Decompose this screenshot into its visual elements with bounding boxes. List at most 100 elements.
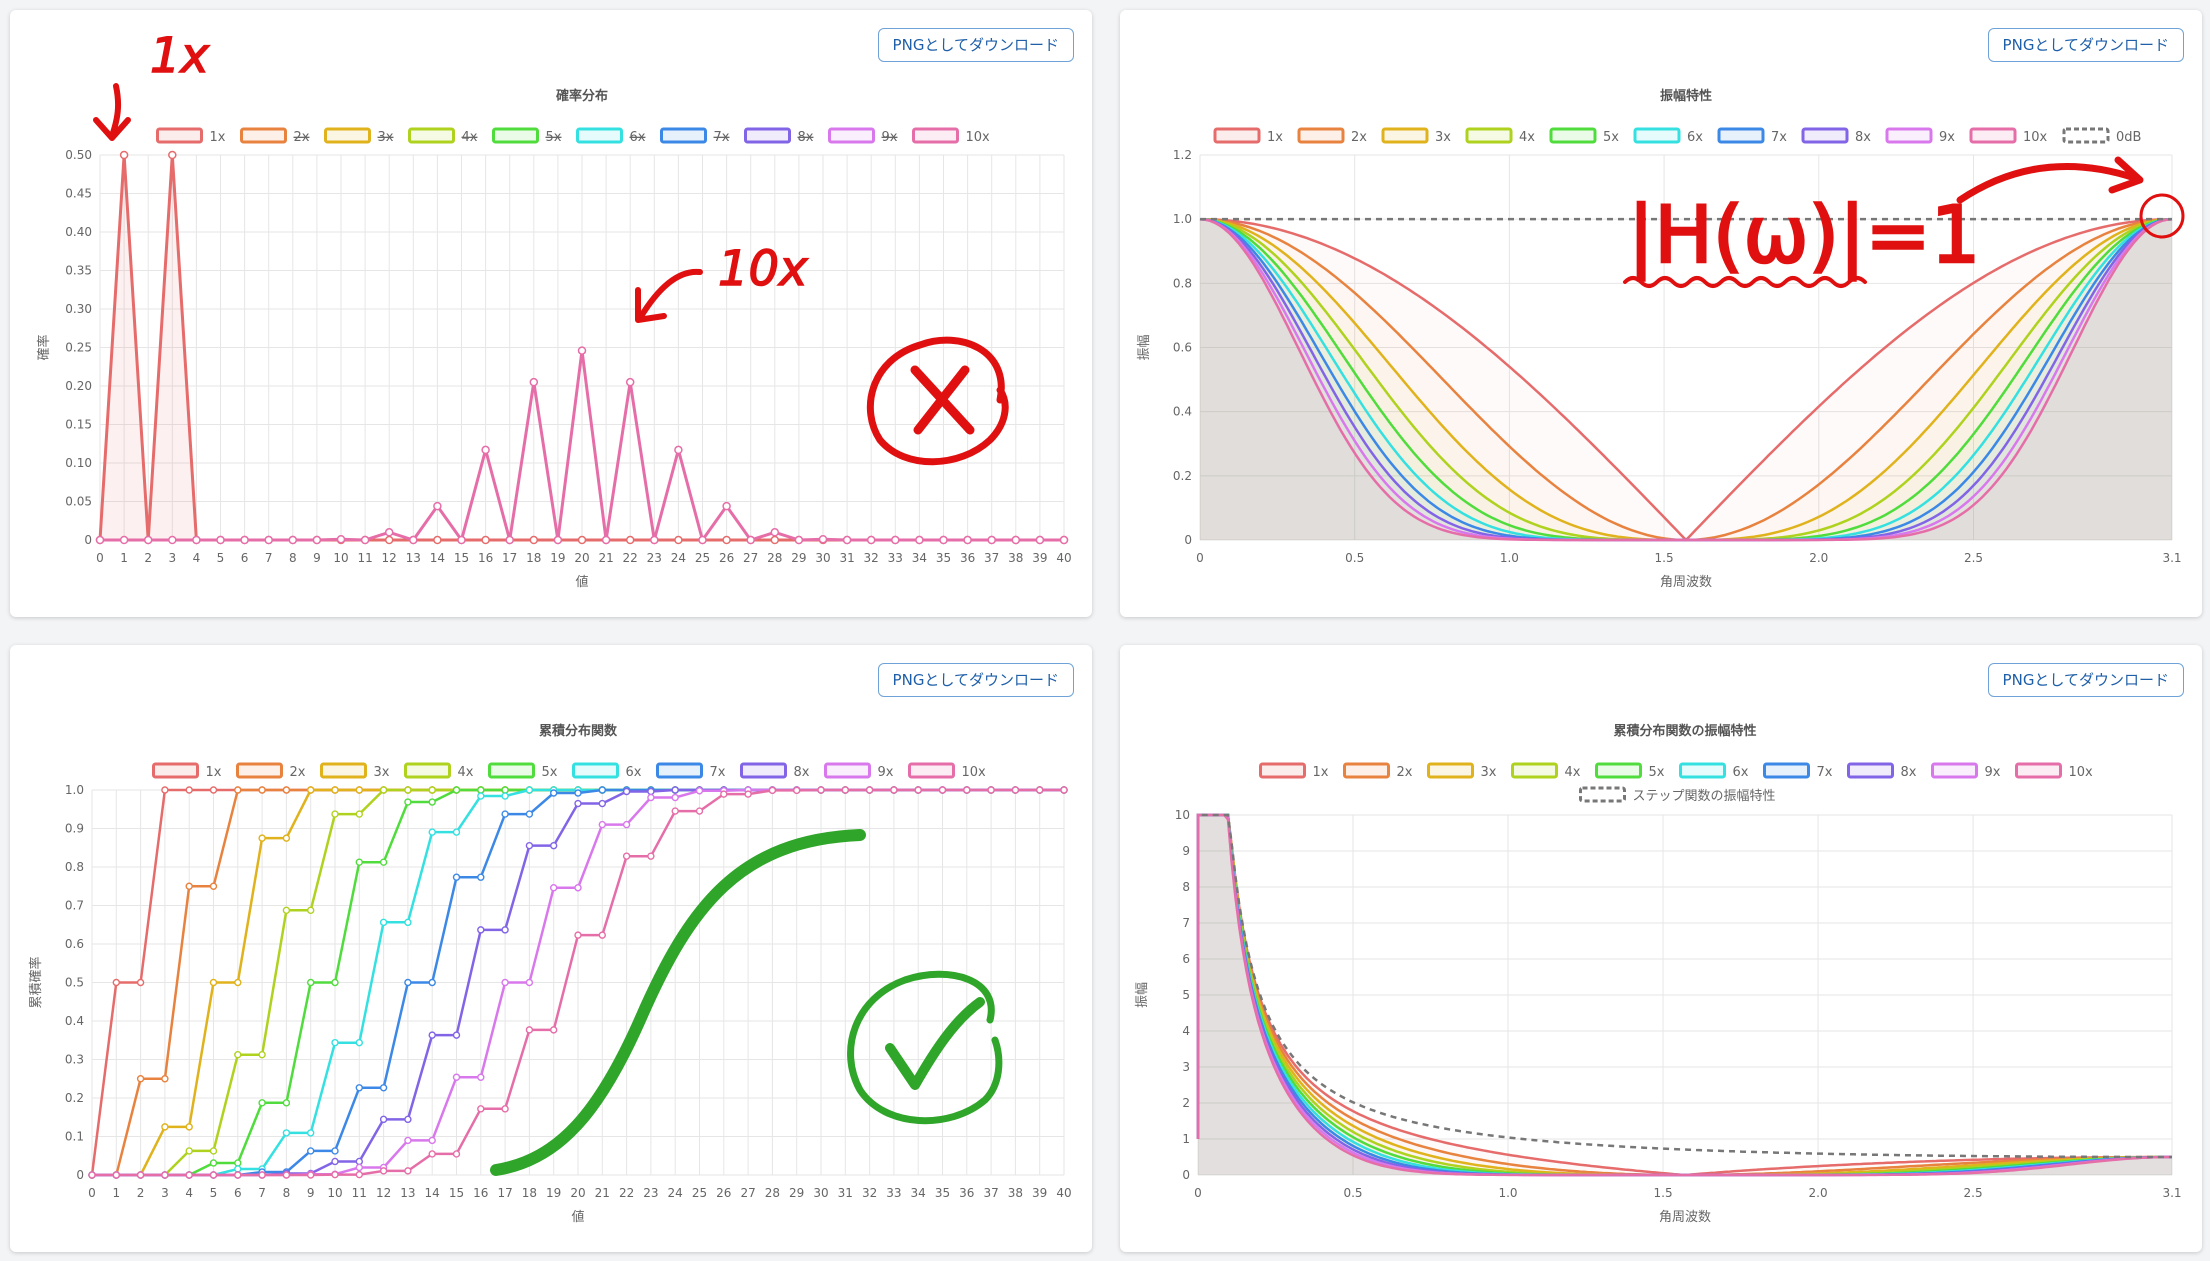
data-point-1x [161, 786, 169, 794]
x-tick-label: 30 [815, 551, 830, 565]
cdf-chart: 累積分布関数 1x 2x 3x 4x 5x 6x 7x 8x 9x 10x 0 0.1 0.2 0.3 0.4… [28, 723, 1072, 1225]
data-point-10x [938, 786, 947, 794]
legend-label: 4x [1519, 130, 1535, 145]
y-tick-label: 1.2 [1173, 148, 1192, 162]
legend-label: 8x [794, 765, 810, 780]
data-point-10x [698, 535, 707, 545]
y-tick-label: 0 [1182, 1168, 1190, 1182]
x-tick-label: 11 [352, 1186, 367, 1200]
data-point-1x [577, 535, 587, 545]
download-png-button[interactable]: PNGとしてダウンロード [877, 663, 1074, 697]
data-point-5x [379, 858, 388, 866]
y-tick-label: 8 [1182, 880, 1190, 894]
y-tick-label: 4 [1182, 1024, 1190, 1038]
y-tick-label: 0.15 [65, 418, 92, 432]
data-point-5x [428, 798, 436, 806]
x-tick-label: 17 [502, 551, 517, 565]
data-point-10x [264, 535, 273, 545]
x-tick-label: 2.0 [1809, 551, 1828, 565]
series-line-10x [1196, 813, 2172, 1177]
data-point-4x [185, 1147, 193, 1155]
data-point-8x [647, 787, 655, 796]
y-axis-label: 振幅 [1137, 334, 1152, 360]
x-tick-label: 6 [234, 1186, 242, 1200]
download-png-button[interactable]: PNGとしてダウンロード [877, 28, 1074, 62]
data-point-10x [746, 535, 755, 545]
data-point-1x [112, 978, 121, 987]
legend-label: 1x [206, 765, 222, 780]
x-tick-label: 22 [619, 1186, 634, 1200]
legend-swatch [1381, 127, 1429, 144]
x-tick-label: 32 [862, 1186, 877, 1200]
x-tick-label: 23 [647, 551, 662, 565]
y-tick-label: 6 [1182, 952, 1190, 966]
x-tick-label: 40 [1056, 1186, 1071, 1200]
data-point-6x [379, 918, 388, 927]
x-axis-label: 角周波数 [1660, 575, 1712, 590]
legend-label: 10x [962, 765, 987, 780]
data-point-10x [841, 786, 849, 794]
y-tick-label: 9 [1182, 844, 1190, 858]
legend-swatch [2062, 127, 2110, 144]
data-point-3x [258, 834, 266, 842]
data-point-10x [312, 535, 322, 545]
data-point-5x [501, 786, 509, 794]
data-point-10x [622, 852, 631, 860]
data-point-10x [288, 535, 298, 545]
data-point-10x [695, 807, 704, 815]
download-png-button[interactable]: PNGとしてダウンロード [1987, 663, 2184, 697]
y-tick-label: 2 [1182, 1096, 1190, 1110]
x-tick-label: 3 [161, 1186, 169, 1200]
legend-label: 3x [378, 130, 394, 145]
download-png-button[interactable]: PNGとしてダウンロード [1987, 28, 2184, 62]
x-tick-label: 0 [1196, 551, 1204, 565]
data-point-9x [647, 793, 655, 802]
x-tick-label: 14 [430, 551, 445, 565]
legend-swatch [1847, 762, 1894, 779]
data-point-10x [384, 528, 394, 537]
legend-label: 5x [1603, 130, 1619, 145]
x-tick-label: 25 [695, 551, 710, 565]
data-point-10x [1035, 786, 1044, 794]
legend-label: 1x [1267, 130, 1283, 145]
x-tick-label: 2 [144, 551, 152, 565]
legend-label: 7x [710, 765, 726, 780]
x-tick-label: 16 [473, 1186, 488, 1200]
data-point-8x [452, 1031, 461, 1039]
x-tick-label: 0 [88, 1186, 96, 1200]
y-tick-label: 0.8 [1173, 276, 1192, 290]
y-tick-label: 0.50 [65, 148, 92, 162]
data-point-4x [404, 786, 412, 794]
data-point-2x [161, 1075, 169, 1083]
data-point-10x [258, 1171, 266, 1179]
legend-label: 1x [210, 130, 226, 145]
data-point-10x [963, 786, 971, 794]
y-tick-label: 0.40 [65, 225, 92, 239]
y-tick-label: 0.45 [65, 187, 92, 201]
data-point-4x [331, 810, 339, 818]
data-point-10x [360, 535, 370, 545]
data-point-5x [355, 858, 363, 866]
data-point-10x [307, 1171, 315, 1179]
data-point-9x [598, 820, 606, 829]
data-point-9x [501, 978, 509, 987]
x-tick-label: 15 [449, 1186, 464, 1200]
data-point-6x [282, 1129, 291, 1137]
data-point-10x [185, 1171, 193, 1179]
data-point-3x [331, 786, 339, 794]
data-point-10x [168, 535, 177, 545]
data-point-3x [282, 834, 291, 842]
chart-card-probability: PNGとしてダウンロード 確率分布 1x 2x 3x 4x 5x 6x 7x 8x 9x 10x 0 0… [10, 10, 1092, 617]
legend-label: 5x [1649, 765, 1665, 780]
y-tick-label: 10 [1175, 808, 1190, 822]
data-point-10x [914, 786, 922, 794]
data-point-7x [452, 873, 461, 881]
x-tick-label: 36 [960, 551, 975, 565]
data-point-1x [770, 535, 780, 545]
legend-swatch [1259, 762, 1306, 779]
data-point-6x [331, 1038, 339, 1047]
legend-label: 4x [458, 765, 474, 780]
x-tick-label: 21 [598, 551, 613, 565]
x-tick-label: 31 [839, 551, 854, 565]
data-point-10x [216, 535, 225, 545]
